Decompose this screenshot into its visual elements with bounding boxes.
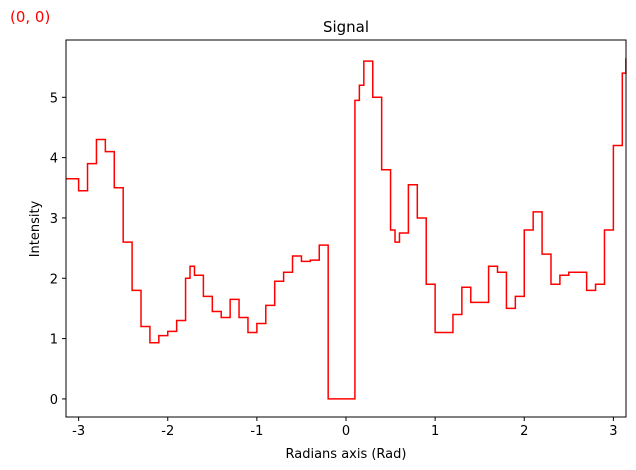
x-tick-label: -3: [72, 424, 85, 439]
annotation: (0, 0): [10, 8, 50, 26]
x-tick-label: -2: [161, 424, 174, 439]
y-tick-label: 1: [50, 333, 58, 348]
y-tick-label: 0: [50, 393, 58, 408]
axes-frame: [65, 39, 627, 418]
y-axis-label: Intensity: [28, 200, 43, 257]
y-tick-label: 5: [50, 91, 58, 106]
x-tick-label: 0: [342, 424, 350, 439]
x-tick-label: 2: [520, 424, 528, 439]
y-tick-label: 3: [50, 212, 58, 227]
x-axis-label: Radians axis (Rad): [286, 447, 407, 462]
x-tick-label: 3: [609, 424, 617, 439]
y-tick-label: 4: [50, 152, 58, 167]
signal-line: [66, 58, 627, 400]
y-tick-label: 2: [50, 272, 58, 287]
chart-title: Signal: [323, 18, 369, 36]
x-tick-label: 1: [431, 424, 439, 439]
x-tick-label: -1: [250, 424, 263, 439]
